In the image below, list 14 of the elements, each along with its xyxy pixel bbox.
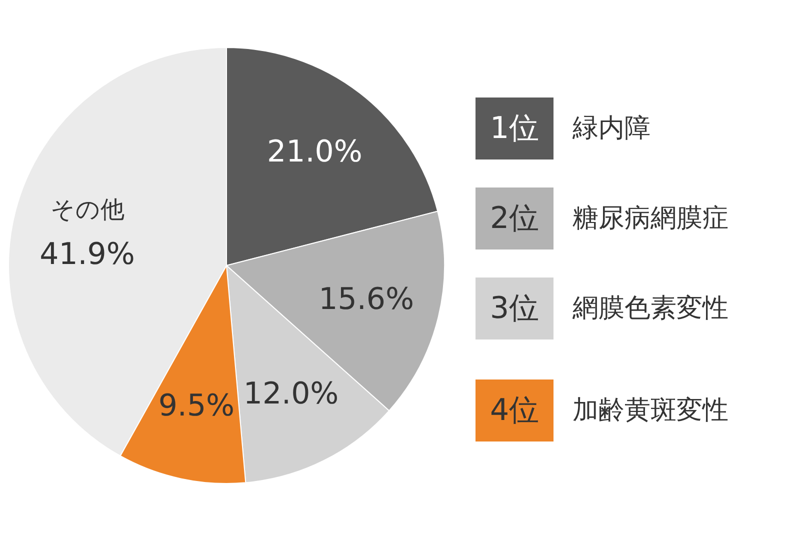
text: 3位 xyxy=(490,291,540,326)
text: 4位 xyxy=(490,393,540,428)
text: 1位 xyxy=(490,111,540,146)
legend-label: 網膜色素変性 xyxy=(572,294,728,324)
legend-label: 加齢黄斑変性 xyxy=(572,396,728,426)
legend-label: 糖尿病網膜症 xyxy=(572,204,728,234)
legend-label: 緑内障 xyxy=(572,114,650,144)
data-label: 21.0% xyxy=(267,134,362,170)
data-label: 9.5% xyxy=(158,388,235,424)
text: 2位 xyxy=(490,201,540,236)
data-label: 41.9% xyxy=(40,236,135,272)
data-label: 12.0% xyxy=(243,376,339,412)
data-label: 15.6% xyxy=(318,282,414,318)
slice-label: その他 xyxy=(50,195,124,224)
